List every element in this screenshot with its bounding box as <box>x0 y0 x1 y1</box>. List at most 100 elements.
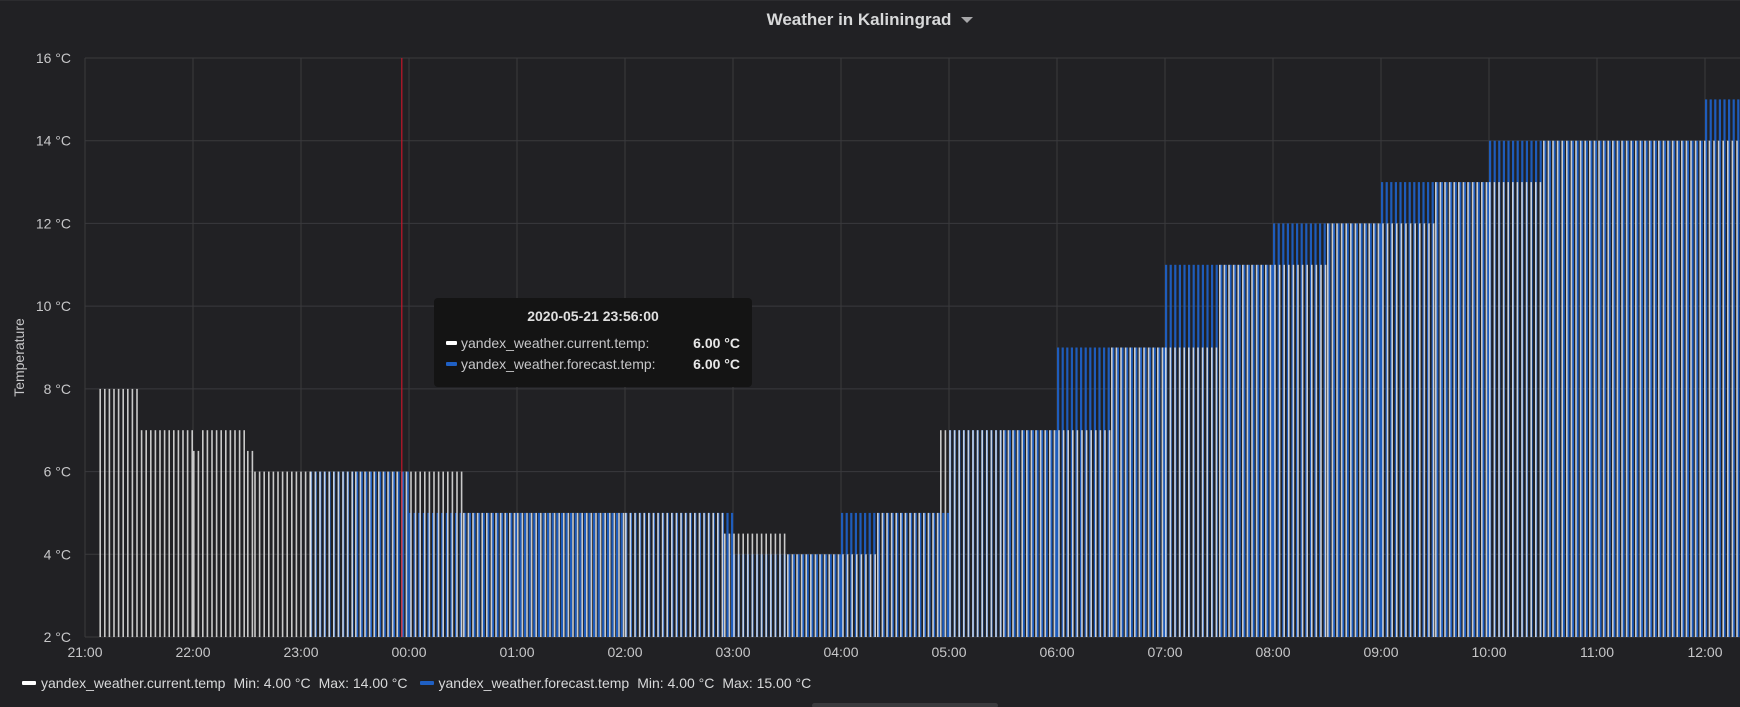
legend-item-current-temp[interactable]: yandex_weather.current.temp Min: 4.00 °C… <box>22 675 408 691</box>
bar <box>625 512 627 637</box>
chevron-down-icon[interactable] <box>961 17 974 23</box>
legend-max: Max: 15.00 °C <box>722 675 812 691</box>
bar <box>1432 223 1435 637</box>
bar <box>923 512 925 637</box>
bar <box>890 512 893 637</box>
bar <box>1039 430 1042 637</box>
bar <box>1667 140 1669 637</box>
bar <box>1162 347 1165 637</box>
tooltip-series-name: yandex_weather.current.temp: <box>461 334 650 351</box>
series-color-swatch <box>446 340 457 345</box>
bar <box>1459 182 1462 637</box>
bar <box>145 430 147 637</box>
bar <box>1124 347 1127 637</box>
bar <box>1368 223 1370 637</box>
bar <box>1301 264 1304 637</box>
bar <box>1004 430 1007 637</box>
bar <box>820 554 823 637</box>
bar <box>1714 99 1717 637</box>
series-color-swatch[interactable] <box>22 681 36 685</box>
bar <box>666 512 668 637</box>
bar <box>383 471 386 637</box>
bar <box>1265 264 1267 637</box>
bar <box>1053 430 1056 637</box>
bar <box>378 471 380 637</box>
bar <box>1427 182 1430 637</box>
x-tick-label: 12:00 <box>1687 644 1722 660</box>
bar <box>346 471 349 637</box>
bar <box>513 512 516 637</box>
bar <box>1640 140 1643 637</box>
bar <box>1345 223 1347 637</box>
bar <box>113 388 115 637</box>
bar <box>1070 347 1073 637</box>
bar <box>455 512 458 637</box>
x-tick-label: 23:00 <box>283 644 318 660</box>
tooltip-time: 2020-05-21 23:56:00 <box>527 308 659 324</box>
bar <box>1584 140 1586 637</box>
series-color-swatch <box>446 361 457 366</box>
bar <box>460 471 463 637</box>
bar <box>1385 182 1388 637</box>
bar <box>1654 140 1657 637</box>
bar <box>1283 264 1285 637</box>
bar <box>1700 140 1703 637</box>
bar <box>99 388 101 637</box>
series-color-swatch[interactable] <box>419 681 434 685</box>
horizontal-scrollbar[interactable] <box>812 703 998 707</box>
panel-title[interactable]: Weather in Kaliningrad <box>766 10 952 29</box>
bar <box>877 512 880 637</box>
bar <box>622 512 625 637</box>
bar <box>1152 347 1154 637</box>
bar <box>1229 264 1232 637</box>
x-tick-label: 02:00 <box>607 644 642 660</box>
bar <box>1423 223 1426 637</box>
bar <box>1598 140 1600 637</box>
bar <box>1553 140 1556 637</box>
bar <box>1617 140 1620 637</box>
bar <box>1471 182 1474 637</box>
bar <box>442 471 444 637</box>
bar <box>1685 140 1688 637</box>
bar <box>563 512 565 637</box>
bar <box>579 512 582 637</box>
bar <box>1201 347 1204 637</box>
bar <box>247 450 249 637</box>
chart-canvas[interactable]: 2 °C 4 °C 6 °C 8 °C 10 °C 12 °C 14 °C 16 °C 21:0… <box>0 1 1740 661</box>
bar <box>433 471 435 637</box>
bar <box>1120 347 1122 637</box>
bar <box>895 512 897 637</box>
bar <box>263 471 265 637</box>
bar <box>472 512 474 637</box>
bar <box>1054 430 1057 637</box>
bar <box>1049 430 1051 637</box>
bar <box>1590 140 1593 637</box>
bar <box>788 554 791 637</box>
bar <box>1481 182 1483 637</box>
bar <box>1450 182 1453 637</box>
bar <box>1435 182 1437 637</box>
bar <box>1354 223 1357 637</box>
bar <box>476 512 479 637</box>
bar <box>572 512 574 637</box>
bar <box>1404 182 1407 637</box>
bar <box>1530 182 1532 637</box>
bar <box>1111 347 1113 637</box>
legend-series-name[interactable]: yandex_weather.current.temp <box>41 675 226 691</box>
legend-series-name[interactable]: yandex_weather.forecast.temp <box>438 675 630 691</box>
bar <box>365 471 368 637</box>
bar <box>1731 140 1734 637</box>
bar <box>405 471 408 637</box>
bar <box>819 554 821 637</box>
bar <box>1319 223 1322 637</box>
panel-header[interactable]: Weather in Kaliningrad <box>0 7 1740 33</box>
legend-item-forecast-temp[interactable]: yandex_weather.forecast.temp Min: 4.00 °… <box>419 675 812 691</box>
bar <box>374 471 377 637</box>
bar <box>657 512 659 637</box>
bar <box>860 554 863 637</box>
bar <box>1135 347 1138 637</box>
bar <box>537 512 540 637</box>
hover-tooltip: 2020-05-21 23:56:00 yandex_weather.curre… <box>434 298 752 387</box>
bar <box>131 388 134 637</box>
bar <box>792 554 795 637</box>
